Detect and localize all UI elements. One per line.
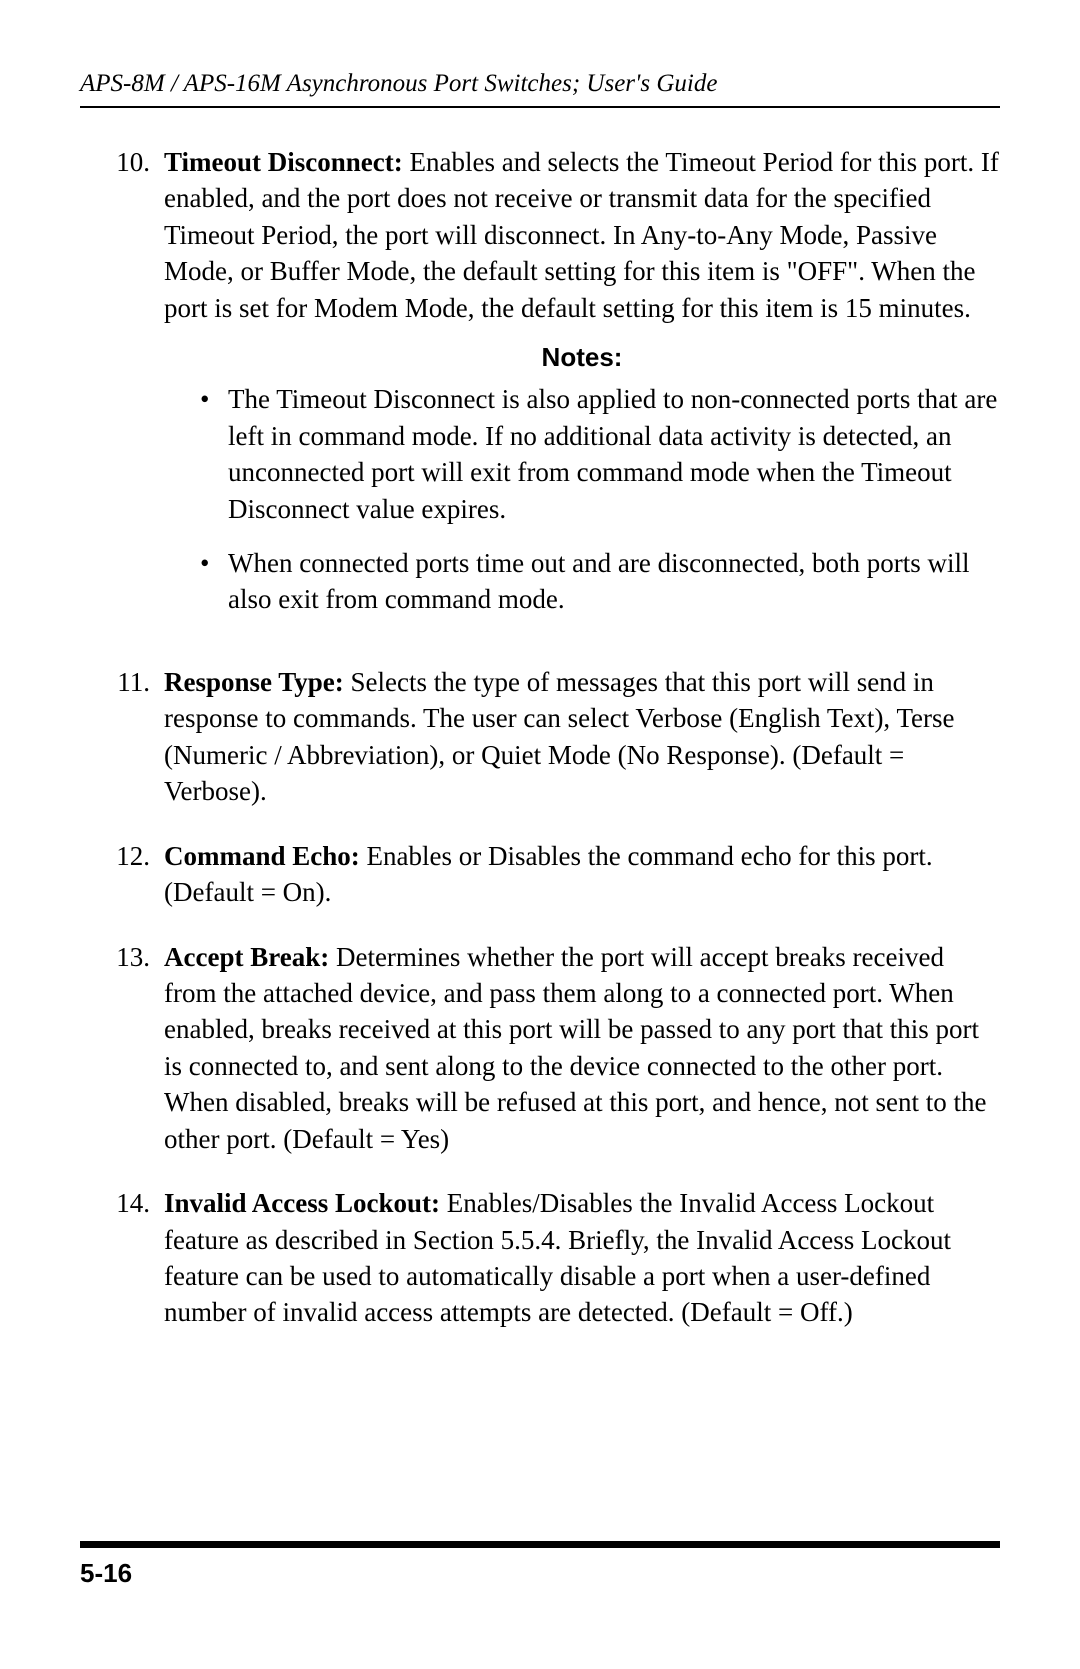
- list-item: 12. Command Echo: Enables or Disables th…: [80, 838, 1000, 911]
- list-item: 11. Response Type: Selects the type of m…: [80, 664, 1000, 810]
- item-term: Response Type:: [164, 667, 344, 697]
- item-number: 14.: [80, 1185, 164, 1331]
- page-header: APS-8M / APS-16M Asynchronous Port Switc…: [80, 70, 1000, 108]
- list-item: 14. Invalid Access Lockout: Enables/Disa…: [80, 1185, 1000, 1331]
- page: APS-8M / APS-16M Asynchronous Port Switc…: [0, 0, 1080, 1669]
- item-term: Accept Break:: [164, 942, 329, 972]
- notes-heading: Notes:: [164, 340, 1000, 375]
- item-number: 13.: [80, 939, 164, 1158]
- item-number: 11.: [80, 664, 164, 810]
- item-term: Command Echo:: [164, 841, 360, 871]
- notes-block: Notes: The Timeout Disconnect is also ap…: [164, 340, 1000, 618]
- list-item: 10. Timeout Disconnect: Enables and sele…: [80, 144, 1000, 636]
- note-item: When connected ports time out and are di…: [194, 545, 1000, 618]
- notes-list: The Timeout Disconnect is also applied t…: [164, 381, 1000, 618]
- item-number: 12.: [80, 838, 164, 911]
- page-footer: 5-16: [80, 1541, 1000, 1589]
- item-body: Invalid Access Lockout: Enables/Disables…: [164, 1185, 1000, 1331]
- item-body: Response Type: Selects the type of messa…: [164, 664, 1000, 810]
- item-body: Accept Break: Determines whether the por…: [164, 939, 1000, 1158]
- definition-list: 10. Timeout Disconnect: Enables and sele…: [80, 144, 1000, 1331]
- item-term: Timeout Disconnect:: [164, 147, 403, 177]
- list-item: 13. Accept Break: Determines whether the…: [80, 939, 1000, 1158]
- note-item: The Timeout Disconnect is also applied t…: [194, 381, 1000, 527]
- item-term: Invalid Access Lockout:: [164, 1188, 440, 1218]
- item-body: Timeout Disconnect: Enables and selects …: [164, 144, 1000, 636]
- item-body: Command Echo: Enables or Disables the co…: [164, 838, 1000, 911]
- item-text: Determines whether the port will accept …: [164, 942, 987, 1154]
- item-number: 10.: [80, 144, 164, 636]
- page-number: 5-16: [80, 1558, 132, 1588]
